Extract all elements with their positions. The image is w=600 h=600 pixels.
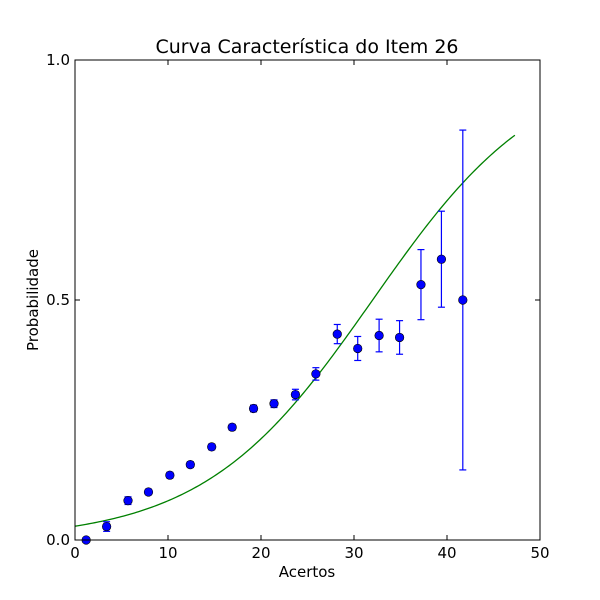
marker <box>165 470 175 480</box>
marker <box>394 332 405 343</box>
y-tick-label: 0.5 <box>46 291 70 309</box>
data-point <box>311 367 321 381</box>
y-axis-title: Probabilidade <box>24 249 42 351</box>
data-point <box>394 320 405 355</box>
x-axis-ticks: 0 10 20 30 40 50 <box>70 60 550 562</box>
x-tick-label: 10 <box>158 544 177 562</box>
data-point <box>290 388 301 401</box>
curve-layer <box>74 134 516 527</box>
x-tick-label: 40 <box>437 544 456 562</box>
data-point <box>143 487 154 497</box>
data-point <box>374 318 384 353</box>
data-point <box>165 470 175 480</box>
data-point <box>207 442 217 452</box>
marker <box>353 343 363 354</box>
y-tick-label: 1.0 <box>46 51 70 69</box>
data-point <box>102 521 112 532</box>
data-point <box>436 210 447 308</box>
data-point <box>416 249 426 321</box>
marker <box>143 487 154 497</box>
marker <box>123 496 133 506</box>
fitted-curve <box>74 134 516 527</box>
data-point <box>458 129 468 471</box>
marker <box>102 521 112 532</box>
marker <box>248 403 259 414</box>
points-layer <box>81 129 468 545</box>
marker <box>436 254 447 264</box>
data-point <box>332 323 342 345</box>
y-tick-label: 0.0 <box>46 531 70 549</box>
plot-frame <box>74 59 541 541</box>
marker <box>185 460 195 470</box>
marker <box>290 389 301 400</box>
marker <box>374 330 384 341</box>
marker <box>458 295 468 305</box>
marker <box>227 422 237 432</box>
marker <box>269 399 279 409</box>
chart-title: Curva Característica do Item 26 <box>155 36 458 58</box>
data-point <box>269 399 279 409</box>
x-tick-label: 50 <box>530 544 549 562</box>
x-axis-title: Acertos <box>279 563 336 581</box>
marker <box>416 280 426 290</box>
data-point <box>248 403 259 414</box>
x-tick-label: 20 <box>251 544 270 562</box>
data-point <box>185 460 195 470</box>
data-point <box>123 496 133 506</box>
y-axis-ticks: 0.0 0.5 1.0 <box>46 51 540 549</box>
data-point <box>353 335 363 362</box>
x-tick-label: 0 <box>70 544 80 562</box>
marker <box>332 329 342 339</box>
marker <box>207 442 217 452</box>
marker <box>311 369 321 379</box>
x-tick-label: 30 <box>344 544 363 562</box>
data-point <box>227 422 237 432</box>
